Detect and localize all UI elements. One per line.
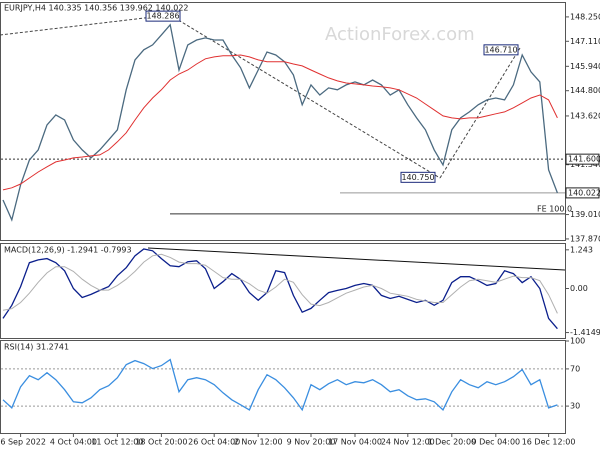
y-tick-label: 0.00	[570, 284, 588, 293]
annotation-box	[483, 44, 519, 56]
y-tick-label: 145.940	[570, 62, 600, 71]
annotation-label: 146.710	[484, 45, 517, 54]
price-panel	[0, 2, 566, 241]
y-tick-label: 148.250	[570, 12, 600, 21]
x-tick-label: 11 Oct 12:00	[91, 438, 143, 447]
annotation-label: 140.750	[401, 173, 434, 182]
level-box	[565, 187, 600, 199]
y-tick-label: 147.110	[570, 37, 600, 46]
x-tick-label: 26 Oct 04:00	[188, 438, 240, 447]
x-tick-label: 26 Sep 2022	[0, 438, 46, 447]
series-line	[2, 253, 558, 314]
rsi-title: RSI(14) 31.2741	[4, 343, 69, 352]
x-tick-label: 4 Oct 04:00	[50, 438, 97, 447]
series-line	[2, 23, 559, 222]
y-tick-label: 144.800	[570, 86, 600, 95]
trend-line	[0, 14, 171, 36]
annotation-label: 148.286	[146, 12, 179, 21]
y-tick-label: 1.243	[570, 245, 593, 254]
series-line	[2, 248, 558, 330]
series-line	[2, 358, 558, 412]
y-tick-label: 141.340	[570, 160, 600, 169]
trend-line	[169, 14, 441, 179]
fe-label: FE 100.0	[537, 204, 572, 213]
annotation-box	[145, 10, 181, 22]
y-tick-label: 143.620	[570, 111, 600, 120]
macd-trend-line	[147, 247, 566, 271]
trend-line	[439, 47, 521, 179]
x-tick-label: 9 Nov 20:00	[287, 438, 336, 447]
y-tick-label: 70	[570, 364, 580, 373]
price-title: EURJPY,H4 140.335 140.356 139.962 140.02…	[4, 4, 189, 13]
x-tick-label: 9 Dec 04:00	[471, 438, 520, 447]
x-tick-label: 17 Nov 04:00	[328, 438, 382, 447]
level-label: 141.600	[568, 155, 600, 164]
y-tick-label: 137.870	[570, 234, 600, 243]
x-tick-label: 16 Dec 12:00	[522, 438, 576, 447]
level-box	[565, 153, 600, 165]
series-line	[2, 54, 558, 191]
rsi-panel	[0, 340, 566, 434]
y-tick-label: 100	[570, 337, 585, 346]
watermark: ActionForex.com	[325, 24, 475, 45]
x-tick-label: 1 Dec 20:00	[427, 438, 476, 447]
x-tick-label: 24 Nov 12:00	[381, 438, 435, 447]
macd-title: MACD(12,26,9) -1.2941 -0.7993	[4, 246, 132, 255]
y-tick-label: -1.4149	[570, 328, 600, 337]
level-label: 140.022	[568, 188, 600, 197]
annotation-box	[400, 171, 436, 183]
x-tick-label: 18 Oct 20:00	[135, 438, 187, 447]
macd-panel	[0, 243, 566, 339]
y-tick-label: 30	[570, 402, 580, 411]
x-tick-label: 2 Nov 12:00	[234, 438, 283, 447]
y-tick-label: 139.010	[570, 210, 600, 219]
